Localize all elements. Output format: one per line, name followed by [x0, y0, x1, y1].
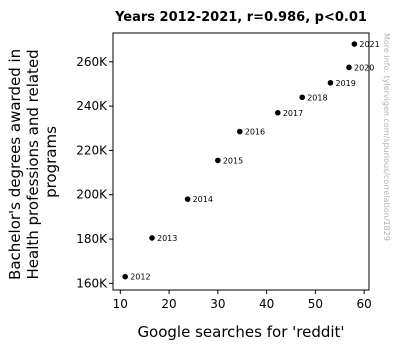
x-tick-label: 40: [259, 297, 274, 311]
data-point: [149, 235, 155, 241]
y-tick-label: 260K: [76, 55, 108, 69]
plot-area: [112, 32, 370, 291]
data-point-label: 2014: [193, 195, 213, 204]
source-annotation: More info: tylervigen.com/spurious/corre…: [382, 33, 391, 241]
data-point-label: 2018: [307, 93, 327, 102]
y-tick-label: 240K: [76, 99, 108, 113]
y-tick-label: 200K: [76, 188, 108, 202]
data-point: [184, 196, 191, 202]
plot-frame: [112, 32, 370, 291]
y-axis: 160K 180K 200K 220K 240K 260K: [76, 55, 113, 290]
y-tick-label: 180K: [76, 232, 108, 246]
data-point: [351, 41, 358, 47]
chart-title: Years 2012-2021, r=0.986, p<0.01: [114, 10, 367, 25]
data-point-label: 2017: [283, 109, 303, 118]
data-point: [346, 64, 352, 71]
data-point: [236, 128, 243, 135]
x-axis-label: Google searches for 'reddit': [137, 323, 344, 340]
x-tick-label: 60: [356, 297, 371, 311]
y-axis-label-line-2: Health professions and related: [24, 49, 42, 279]
data-point: [299, 94, 305, 101]
data-point: [122, 273, 128, 280]
data-point: [327, 80, 334, 86]
y-axis-label-line-1: Bachelor's degrees awarded in: [6, 49, 24, 280]
data-point-label: 2019: [335, 79, 355, 88]
y-tick-label: 220K: [76, 143, 108, 157]
x-axis: 10 20 30 40 50 60: [113, 290, 372, 311]
data-point: [215, 157, 221, 164]
y-axis-label: Bachelor's degrees awarded in Health pro…: [6, 44, 60, 280]
x-tick-label: 30: [210, 297, 225, 311]
data-point-label: 2015: [223, 156, 243, 165]
data-point-label: 2021: [359, 40, 379, 49]
y-tick-label: 160K: [76, 276, 108, 290]
x-tick-label: 20: [161, 297, 176, 311]
x-tick-label: 10: [113, 297, 128, 311]
data-point-label: 2020: [354, 63, 374, 72]
data-point-label: 2012: [130, 273, 150, 282]
data-point: [275, 109, 281, 116]
y-axis-label-line-3: programs: [42, 126, 60, 198]
data-point-label: 2016: [245, 128, 265, 137]
x-tick-label: 50: [308, 297, 323, 311]
data-points: 2012 2013 2014 2015 2016 2017 2018 2019 2020 2021: [122, 40, 380, 282]
data-point-label: 2013: [157, 234, 177, 243]
